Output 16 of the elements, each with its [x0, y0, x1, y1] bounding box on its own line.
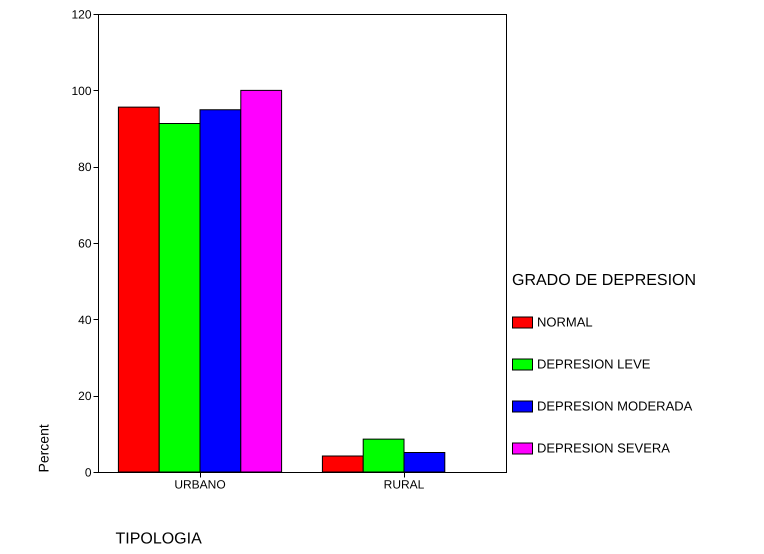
y-tick-label: 0: [84, 466, 92, 480]
x-axis-title: TIPOLOGIA: [116, 530, 202, 548]
y-tick-label: 60: [78, 236, 92, 250]
y-tick-label: 100: [71, 84, 92, 98]
y-tick-label: 80: [78, 160, 92, 174]
legend-label: DEPRESION MODERADA: [537, 398, 693, 414]
x-tick-label: URBANO: [174, 478, 226, 492]
legend-title: GRADO DE DEPRESION: [512, 272, 696, 289]
y-tick-label: 40: [78, 312, 92, 327]
legend-label: DEPRESION LEVE: [537, 356, 651, 372]
legend-label: NORMAL: [537, 314, 593, 330]
legend-label: DEPRESION SEVERA: [537, 440, 670, 456]
y-tick-label: 120: [71, 8, 92, 22]
x-tick-label: RURAL: [384, 478, 425, 492]
y-axis-title: Percent: [35, 424, 52, 472]
y-tick-label: 20: [78, 389, 92, 404]
